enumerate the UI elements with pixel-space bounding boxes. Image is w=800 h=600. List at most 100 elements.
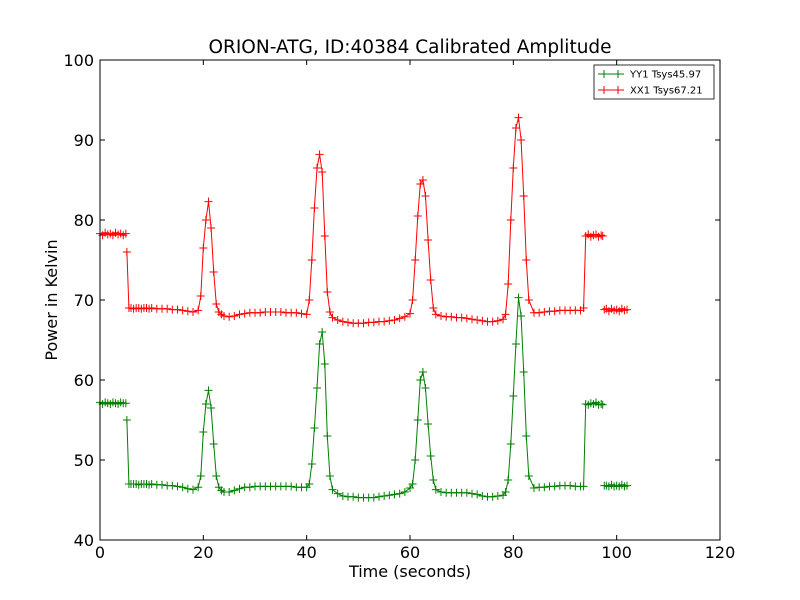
- legend-label-xx1: XX1 Tsys67.21: [630, 86, 703, 97]
- legend: YY1 Tsys45.97 XX1 Tsys67.21: [593, 64, 715, 100]
- data-point-marker: [524, 296, 533, 304]
- data-point-marker: [240, 309, 249, 318]
- data-point-marker: [400, 312, 409, 321]
- data-point-marker: [338, 317, 347, 326]
- data-point-marker: [147, 304, 156, 312]
- data-point-marker: [225, 312, 234, 321]
- data-point-marker: [194, 306, 203, 315]
- data-point-marker: [506, 440, 515, 448]
- plot-area: 0 20 40 60 80 100 120 40 50 60 70 80 90 100: [63, 51, 735, 562]
- data-point-marker: [122, 248, 131, 256]
- data-point-marker: [623, 305, 631, 314]
- legend-label-yy1: YY1 Tsys45.97: [629, 70, 701, 81]
- data-point-marker: [349, 492, 358, 501]
- data-point-marker: [173, 305, 182, 314]
- data-point-marker: [411, 256, 420, 264]
- y-tick-label: 100: [63, 51, 94, 70]
- data-point-marker: [413, 416, 422, 424]
- data-point-marker: [207, 224, 216, 232]
- data-point-marker: [597, 231, 606, 240]
- data-point-marker: [212, 472, 221, 480]
- data-point-marker: [426, 452, 435, 460]
- y-tick-label: 60: [74, 371, 94, 390]
- data-point-marker: [579, 482, 588, 491]
- data-point-marker: [204, 197, 213, 206]
- data-point-marker: [305, 296, 314, 304]
- data-point-marker: [325, 472, 334, 480]
- data-point-marker: [540, 483, 549, 492]
- data-point-marker: [431, 485, 440, 494]
- series-line: [126, 251, 130, 309]
- data-point-marker: [514, 293, 523, 302]
- tick-layer: 0 20 40 60 80 100 120 40 50 60 70 80 90 100: [63, 51, 735, 562]
- data-point-marker: [462, 488, 471, 497]
- data-point-marker: [517, 136, 526, 144]
- data-point-marker: [424, 236, 433, 244]
- data-point-marker: [287, 482, 296, 491]
- data-point-marker: [225, 488, 234, 496]
- data-point-marker: [509, 164, 518, 172]
- data-point-marker: [478, 492, 487, 500]
- data-point-marker: [473, 316, 482, 324]
- data-point-marker: [400, 488, 409, 496]
- data-point-marker: [530, 484, 538, 492]
- data-point-marker: [390, 490, 399, 499]
- data-point-marker: [310, 424, 319, 432]
- data-point-marker: [598, 232, 607, 240]
- data-point-marker: [600, 305, 609, 314]
- data-point-marker: [305, 480, 314, 488]
- data-point-marker: [313, 384, 321, 392]
- data-point-marker: [597, 400, 606, 408]
- x-axis-label: Time (seconds): [348, 562, 471, 581]
- data-point-marker: [540, 308, 549, 316]
- data-point-marker: [315, 150, 324, 159]
- data-point-marker: [418, 176, 427, 184]
- data-point-marker: [426, 276, 435, 284]
- data-point-marker: [418, 368, 427, 376]
- data-point-marker: [328, 485, 337, 494]
- data-point-marker: [499, 315, 507, 324]
- data-point-marker: [189, 485, 197, 494]
- data-point-marker: [504, 280, 513, 288]
- data-point-marker: [524, 472, 533, 480]
- data-point-marker: [424, 420, 433, 428]
- legend-box: [593, 64, 715, 100]
- data-point-marker: [579, 304, 588, 312]
- data-point-marker: [416, 376, 425, 384]
- data-point-marker: [204, 386, 213, 395]
- data-point-marker: [413, 212, 422, 220]
- data-point-marker: [380, 492, 389, 500]
- data-point-marker: [323, 432, 332, 440]
- data-point-marker: [230, 486, 239, 495]
- data-point-marker: [369, 318, 378, 327]
- data-point-marker: [380, 317, 389, 326]
- legend-marker: [600, 86, 608, 94]
- data-point-marker: [344, 318, 352, 327]
- data-point-marker: [359, 319, 368, 328]
- data-point-marker: [178, 306, 187, 315]
- data-point-marker: [158, 480, 166, 489]
- data-point-marker: [201, 400, 210, 408]
- data-point-marker: [519, 368, 528, 376]
- data-point-marker: [468, 489, 476, 498]
- data-point-marker: [511, 340, 520, 348]
- data-point-marker: [310, 204, 319, 212]
- data-point-marker: [488, 492, 497, 501]
- data-point-marker: [245, 483, 254, 492]
- data-point-marker: [196, 292, 205, 300]
- data-point-marker: [212, 300, 221, 308]
- y-tick-label: 80: [74, 211, 94, 230]
- data-point-marker: [369, 493, 378, 502]
- data-point-marker: [504, 476, 513, 484]
- data-point-marker: [230, 312, 239, 320]
- data-point-marker: [194, 483, 203, 492]
- x-tick-label: 60: [400, 543, 420, 562]
- data-point-marker: [493, 316, 502, 325]
- x-tick-label: 100: [601, 543, 632, 562]
- data-point-marker: [333, 489, 342, 498]
- data-point-marker: [323, 288, 332, 296]
- data-point-marker: [235, 310, 244, 319]
- data-point-marker: [220, 312, 228, 320]
- data-point-marker: [333, 316, 342, 324]
- data-point-marker: [488, 317, 497, 326]
